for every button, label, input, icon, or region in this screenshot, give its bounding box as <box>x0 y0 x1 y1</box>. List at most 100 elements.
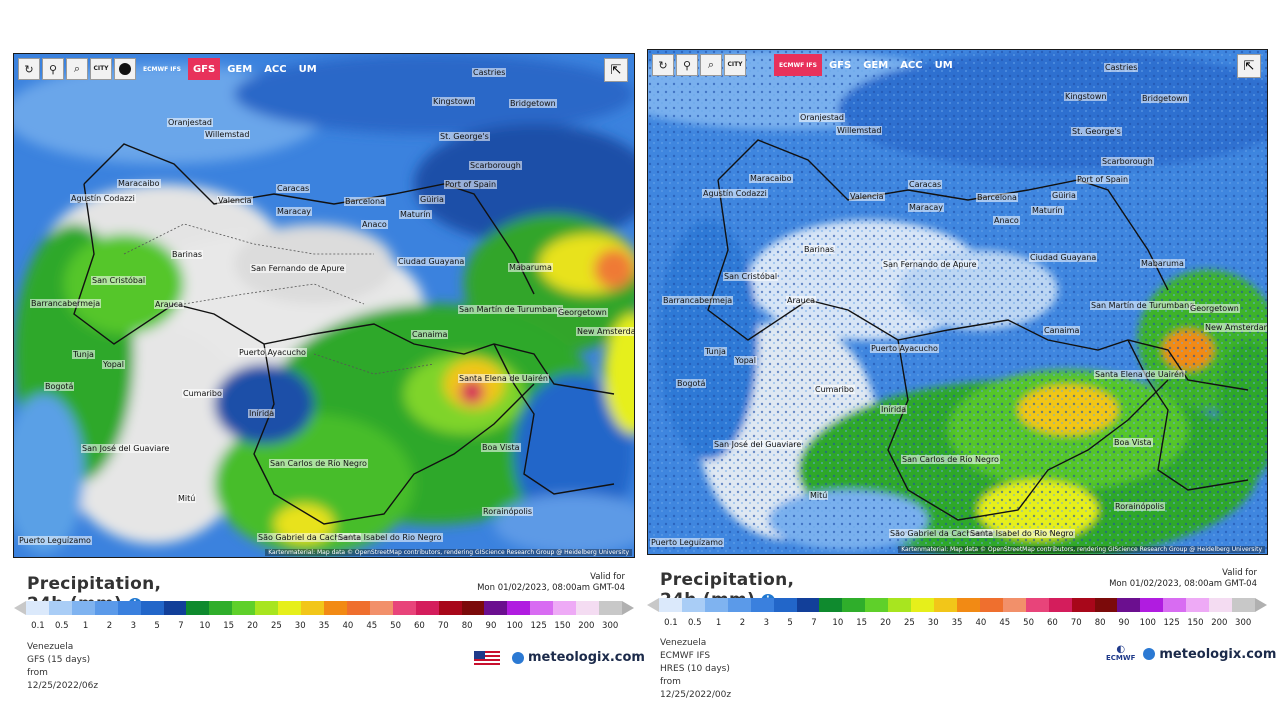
dot-toggle-icon[interactable] <box>114 58 136 80</box>
scale-tick-label: 125 <box>1163 618 1180 628</box>
city-label: Maracaibo <box>117 179 161 188</box>
city-label: San José del Guaviare <box>713 440 803 449</box>
city-label: Oranjestad <box>167 118 213 127</box>
city-label: Willemstad <box>836 126 883 135</box>
left-map[interactable]: ↻ ⚲ ⌕ CITY ECMWF IFS GFS GEM ACC UM ⇱ Ca… <box>13 53 635 558</box>
city-label: Güiria <box>1051 191 1077 200</box>
model-gem-button[interactable]: GEM <box>863 59 889 71</box>
scale-tick-label: 3 <box>130 621 136 631</box>
left-brand[interactable]: meteologix.com <box>474 650 645 665</box>
city-label: Canaima <box>1043 326 1081 335</box>
scale-tick-label: 300 <box>1235 618 1252 628</box>
scale-swatch <box>796 598 820 612</box>
city-label: Agustín Codazzi <box>70 194 136 203</box>
map-attribution: Kartenmaterial: Map data © OpenStreetMap… <box>898 546 1265 553</box>
model-um-button[interactable]: UM <box>934 59 953 71</box>
location-pin-icon[interactable]: ⚲ <box>676 54 698 76</box>
scale-max-arrow <box>622 601 634 615</box>
right-brand[interactable]: ◐ ECMWF meteologix.com <box>1106 645 1277 663</box>
scale-swatch <box>117 601 141 615</box>
scale-swatch <box>750 598 774 612</box>
city-label: San Carlos de Río Negro <box>901 455 1000 464</box>
model-um-button[interactable]: UM <box>298 63 317 75</box>
scale-tick-label: 50 <box>1023 618 1034 628</box>
city-label: Scarborough <box>469 161 522 170</box>
city-label: Santa Elena de Uairén <box>458 374 549 383</box>
city-label: San Martín de Turumbang <box>458 305 564 314</box>
city-label: San José del Guaviare <box>81 444 171 453</box>
scale-swatch <box>507 601 531 615</box>
scale-swatch <box>301 601 324 615</box>
scale-swatch <box>26 601 49 615</box>
city-label: Willemstad <box>204 130 251 139</box>
scale-tick-label: 5 <box>787 618 793 628</box>
right-map[interactable]: ↻ ⚲ ⌕ CITY ECMWF IFS GFS GEM ACC UM ⇱ Ca… <box>647 49 1268 555</box>
zoom-icon[interactable]: ⌕ <box>66 58 88 80</box>
city-label: Arauca <box>154 300 185 309</box>
city-label: Barinas <box>803 245 836 254</box>
right-toolbar: ↻ ⚲ ⌕ CITY ECMWF IFS GFS GEM ACC UM <box>652 54 958 76</box>
city-toggle-button[interactable]: CITY <box>724 54 746 76</box>
scale-tick-label: 0.5 <box>55 621 69 631</box>
scale-swatch <box>1140 598 1164 612</box>
model-gfs-button[interactable]: GFS <box>187 58 221 80</box>
city-label: Mabaruma <box>508 263 553 272</box>
scale-swatch <box>255 601 279 615</box>
scale-swatch <box>1002 598 1026 612</box>
refresh-icon[interactable]: ↻ <box>18 58 40 80</box>
scale-swatch <box>934 598 957 612</box>
share-icon[interactable]: ⇱ <box>604 58 628 82</box>
scale-swatch <box>888 598 912 612</box>
city-label: São Gabriel da Cachoeira <box>889 529 993 538</box>
city-label: Caracas <box>908 180 943 189</box>
valid-time-value: Mon 01/02/2023, 08:00am GMT-04 <box>477 583 625 593</box>
city-label: Santa Isabel do Rio Negro <box>337 533 443 542</box>
scale-tick-label: 125 <box>530 621 547 631</box>
city-label: San Fernando de Apure <box>250 264 346 273</box>
model-ecmwf-button[interactable]: ECMWF IFS <box>143 65 181 73</box>
meteologix-logo-icon <box>512 651 524 664</box>
left-valid-time: Valid for Mon 01/02/2023, 08:00am GMT-04 <box>440 572 625 594</box>
city-toggle-button[interactable]: CITY <box>90 58 112 80</box>
model-gfs-button[interactable]: GFS <box>828 59 852 71</box>
city-label: Puerto Ayacucho <box>238 348 307 357</box>
city-label: São Gabriel da Cachoeira <box>257 533 361 542</box>
city-label: Caracas <box>276 184 311 193</box>
location-pin-icon[interactable]: ⚲ <box>42 58 64 80</box>
scale-swatch <box>1232 598 1255 612</box>
city-label: Santa Elena de Uairén <box>1094 370 1185 379</box>
share-icon[interactable]: ⇱ <box>1237 54 1261 78</box>
map-attribution: Kartenmaterial: Map data © OpenStreetMap… <box>265 549 632 556</box>
scale-tick-label: 3 <box>763 618 769 628</box>
model-ecmwf-button[interactable]: ECMWF IFS <box>774 54 822 76</box>
scale-swatch <box>773 598 797 612</box>
city-label: New Amsterdam <box>576 327 634 336</box>
scale-tick-label: 150 <box>554 621 571 631</box>
model-gem-button[interactable]: GEM <box>227 63 253 75</box>
scale-tick-label: 45 <box>366 621 378 631</box>
scale-swatch <box>727 598 751 612</box>
city-label: Boa Vista <box>481 443 521 452</box>
model-acc-button[interactable]: ACC <box>900 59 923 71</box>
scale-tick-label: 50 <box>390 621 401 631</box>
city-label: Cumaribo <box>814 385 855 394</box>
scale-swatch <box>163 601 187 615</box>
scale-swatch <box>392 601 416 615</box>
city-label: Port of Spain <box>1076 175 1130 184</box>
scale-swatch <box>865 598 889 612</box>
city-label: Georgetown <box>557 308 608 317</box>
city-label: New Amsterdam <box>1204 323 1267 332</box>
city-label: Ciudad Guayana <box>397 257 466 266</box>
left-color-scale <box>26 601 622 615</box>
scale-tick-label: 80 <box>1094 618 1106 628</box>
city-label: Arauca <box>786 296 817 305</box>
scale-swatch <box>576 601 600 615</box>
brand-text: meteologix.com <box>1159 646 1277 662</box>
model-acc-button[interactable]: ACC <box>264 63 287 75</box>
city-label: Barrancabermeja <box>30 299 102 308</box>
city-label: Anaco <box>361 220 388 229</box>
zoom-icon[interactable]: ⌕ <box>700 54 722 76</box>
refresh-icon[interactable]: ↻ <box>652 54 674 76</box>
right-scale-ticks: 0.1 0.5 1 2 3 5 7 10 15 20 25 30 35 40 45 50 60 70 80 90 100… <box>659 618 1255 628</box>
scale-min-arrow <box>14 601 26 615</box>
